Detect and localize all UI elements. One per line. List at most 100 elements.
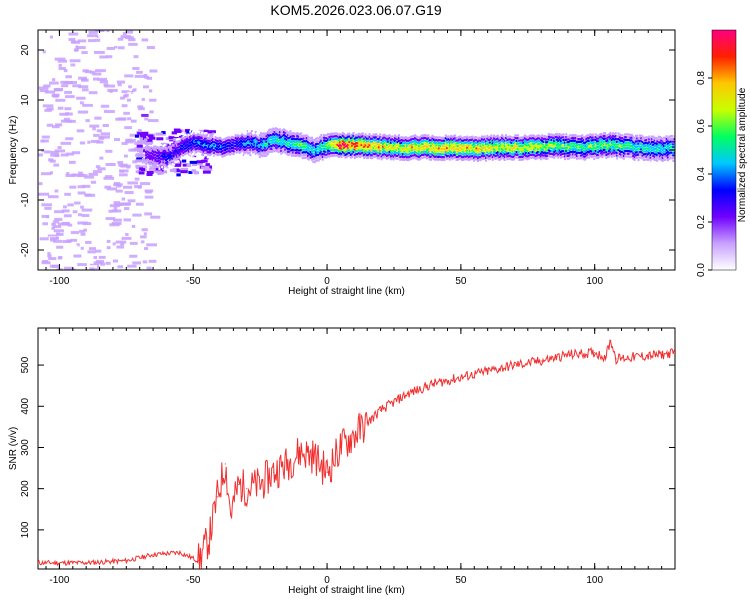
spectral-cluster-cell: [144, 138, 148, 142]
spectral-ridge-cell: [238, 132, 241, 135]
spectral-ridge-cell: [228, 144, 231, 147]
x-tick-label: -50: [186, 276, 201, 287]
spectral-cluster-cell: [155, 132, 163, 136]
spectral-noise-cell: [120, 96, 125, 100]
spectral-ridge-cell: [270, 142, 273, 145]
spectral-ridge-cell: [446, 155, 449, 158]
spectral-ridge-cell: [522, 152, 525, 155]
spectral-ridge-cell: [501, 145, 504, 148]
spectral-ridge-cell: [357, 138, 360, 141]
spectral-ridge-cell: [605, 156, 608, 159]
spectral-ridge-cell: [518, 153, 521, 156]
spectral-ridge-cell: [514, 153, 517, 156]
spectral-ridge-cell: [533, 154, 536, 157]
spectral-ridge-cell: [443, 136, 446, 140]
spectral-ridge-cell: [555, 146, 558, 149]
spectral-ridge-cell: [226, 136, 229, 139]
spectral-ridge-cell: [327, 133, 330, 136]
spectral-ridge-cell: [534, 152, 537, 155]
spectral-ridge-cell: [352, 131, 355, 135]
spectral-ridge-cell: [498, 147, 501, 150]
spectral-ridge-cell: [458, 157, 461, 160]
spectral-ridge-cell: [431, 156, 434, 159]
spectral-ridge-cell: [237, 144, 240, 148]
spectral-ridge-cell: [333, 132, 336, 135]
spectral-ridge-cell: [403, 136, 406, 139]
spectral-ridge-cell: [306, 141, 309, 144]
spectral-ridge-cell: [169, 164, 172, 167]
spectral-ridge-cell: [597, 145, 600, 148]
spectral-ridge-cell: [379, 152, 382, 155]
spectral-ridge-cell: [443, 153, 446, 156]
spectral-ridge-cell: [660, 150, 663, 153]
spectral-ridge-cell: [551, 150, 554, 153]
spectral-ridge-cell: [406, 142, 409, 145]
spectral-ridge-cell: [573, 153, 576, 156]
spectral-ridge-cell: [566, 141, 569, 144]
spectral-ridge-cell: [604, 143, 607, 146]
spectral-ridge-cell: [530, 145, 533, 148]
spectral-ridge-cell: [348, 132, 351, 135]
spectral-ridge-cell: [249, 154, 252, 157]
spectral-ridge-cell: [634, 145, 637, 149]
spectral-ridge-cell: [155, 160, 158, 163]
spectral-ridge-cell: [455, 139, 458, 142]
spectral-ridge-cell: [620, 148, 623, 151]
spectral-ridge-cell: [472, 140, 475, 143]
spectral-ridge-cell: [661, 140, 664, 143]
spectral-ridge-cell: [150, 157, 153, 160]
spectral-ridge-cell: [169, 145, 172, 148]
spectral-ridge-cell: [153, 156, 156, 159]
spectral-ridge-cell: [507, 152, 510, 155]
spectral-ridge-cell: [581, 145, 584, 148]
spectral-noise-cell: [38, 192, 50, 196]
spectral-ridge-cell: [224, 138, 227, 141]
spectral-ridge-cell: [414, 153, 417, 156]
spectral-ridge-cell: [145, 146, 148, 149]
spectral-ridge-cell: [203, 132, 206, 135]
spectral-ridge-cell: [604, 134, 607, 138]
spectral-ridge-cell: [588, 145, 591, 148]
spectral-ridge-cell: [337, 133, 340, 137]
spectral-ridge-cell: [193, 143, 196, 146]
spectral-noise-cell: [81, 88, 89, 92]
spectral-ridge-cell: [462, 147, 465, 151]
spectral-ridge-cell: [584, 147, 586, 150]
spectral-ridge-cell: [232, 144, 235, 147]
spectral-ridge-cell: [154, 159, 157, 162]
spectral-ridge-cell: [151, 155, 154, 158]
spectral-ridge-cell: [596, 137, 599, 140]
spectral-ridge-cell: [282, 150, 285, 153]
spectral-ridge-cell: [210, 141, 213, 145]
spectral-ridge-cell: [525, 146, 528, 149]
spectral-ridge-cell: [368, 146, 371, 150]
spectral-ridge-cell: [161, 152, 164, 155]
spectral-ridge-cell: [407, 142, 410, 145]
spectral-ridge-cell: [365, 143, 368, 146]
spectral-ridge-cell: [538, 137, 541, 140]
spectral-ridge-cell: [426, 140, 429, 143]
spectral-ridge-cell: [205, 153, 208, 157]
spectral-ridge-cell: [228, 139, 231, 142]
spectral-ridge-cell: [448, 155, 451, 158]
spectral-ridge-cell: [590, 142, 593, 145]
spectral-ridge-cell: [165, 150, 168, 153]
spectral-ridge-cell: [189, 130, 192, 133]
spectral-ridge-cell: [506, 147, 509, 150]
spectral-ridge-cell: [563, 141, 566, 144]
spectral-cluster-cell: [201, 159, 206, 163]
spectral-noise-cell: [88, 91, 98, 95]
spectral-ridge-cell: [645, 147, 648, 150]
spectral-ridge-cell: [145, 151, 148, 154]
spectral-ridge-cell: [205, 134, 208, 137]
spectral-ridge-cell: [352, 153, 355, 157]
spectral-ridge-cell: [396, 143, 399, 147]
spectral-ridge-cell: [551, 147, 554, 150]
spectral-ridge-cell: [404, 147, 407, 150]
spectral-ridge-cell: [579, 135, 582, 138]
spectral-ridge-cell: [653, 153, 656, 156]
spectral-ridge-cell: [526, 144, 529, 147]
spectral-ridge-cell: [557, 142, 560, 145]
spectral-noise-cell: [67, 223, 73, 227]
spectral-ridge-cell: [269, 144, 272, 148]
